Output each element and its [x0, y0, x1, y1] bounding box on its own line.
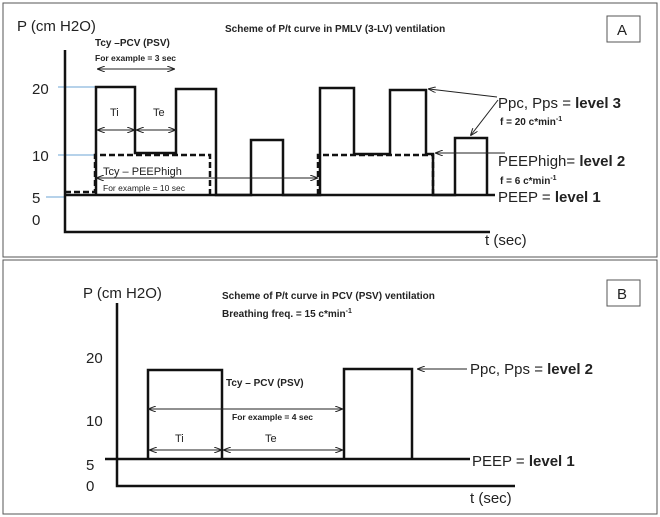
- x-axis-label: t (sec): [470, 490, 512, 507]
- ti-label: Ti: [175, 433, 184, 445]
- level1-label: PEEP = level 1: [472, 453, 575, 470]
- y-tick-20: 20: [86, 350, 103, 367]
- f20-label: f = 20 c*min-1: [500, 116, 562, 128]
- peephigh-phase-1: [65, 153, 212, 195]
- f6-label: f = 6 c*min-1: [500, 175, 557, 187]
- axes: [63, 50, 490, 234]
- tcy-pcv-example: For example = 3 sec: [95, 53, 176, 63]
- level1-label: PEEP = level 1: [498, 189, 601, 206]
- panel-b-label: B: [617, 286, 627, 303]
- y-axis-label: P (cm H2O): [17, 18, 96, 35]
- tcy-pcv-label: Tcy –PCV (PSV): [95, 38, 170, 49]
- level3-pointer-2: [471, 99, 499, 135]
- te-label: Te: [153, 107, 165, 119]
- tcy-peephigh-label: Tcy – PEEPhigh: [103, 166, 182, 178]
- level3-label: Ppc, Pps = level 3: [498, 95, 621, 112]
- y-tick-5: 5: [86, 457, 94, 474]
- panel-a-label: A: [617, 22, 627, 39]
- y-axis-label: P (cm H2O): [83, 285, 162, 302]
- panel-a-frame: [2, 2, 658, 258]
- tcy-pcv-example: For example = 4 sec: [232, 412, 313, 422]
- y-tick-5: 5: [32, 190, 40, 207]
- y-tick-0: 0: [86, 478, 94, 495]
- axes: [115, 303, 515, 488]
- panel-b-label-box: [606, 279, 641, 307]
- panel-a: A Scheme of P/t curve in PMLV (3-LV) ven…: [2, 2, 658, 258]
- ti-label: Ti: [110, 107, 119, 119]
- tcy-peephigh-example: For example = 10 sec: [103, 183, 186, 193]
- te-label: Te: [265, 433, 277, 445]
- y-tick-20: 20: [32, 81, 49, 98]
- panel-a-title: Scheme of P/t curve in PMLV (3-LV) venti…: [225, 24, 445, 35]
- breathing-freq: Breathing freq. = 15 c*min-1: [222, 308, 352, 320]
- panel-b-frame: [2, 259, 658, 515]
- x-axis-label: t (sec): [485, 232, 527, 249]
- panel-a-label-box: [606, 15, 641, 43]
- tcy-pcv-label: Tcy – PCV (PSV): [226, 378, 304, 389]
- y-tick-10: 10: [32, 148, 49, 165]
- pressure-waveform: [94, 85, 489, 197]
- pressure-waveform: [146, 367, 414, 459]
- level3-pointer-1: [429, 89, 498, 98]
- panel-b: B Scheme of P/t curve in PCV (PSV) venti…: [2, 259, 658, 515]
- panel-b-title: Scheme of P/t curve in PCV (PSV) ventila…: [222, 291, 435, 302]
- y-tick-10: 10: [86, 413, 103, 430]
- level2-label: Ppc, Pps = level 2: [470, 361, 593, 378]
- y-tick-0: 0: [32, 212, 40, 229]
- peephigh-phase-2: [316, 153, 435, 195]
- level2-label: PEEPhigh= level 2: [498, 153, 625, 170]
